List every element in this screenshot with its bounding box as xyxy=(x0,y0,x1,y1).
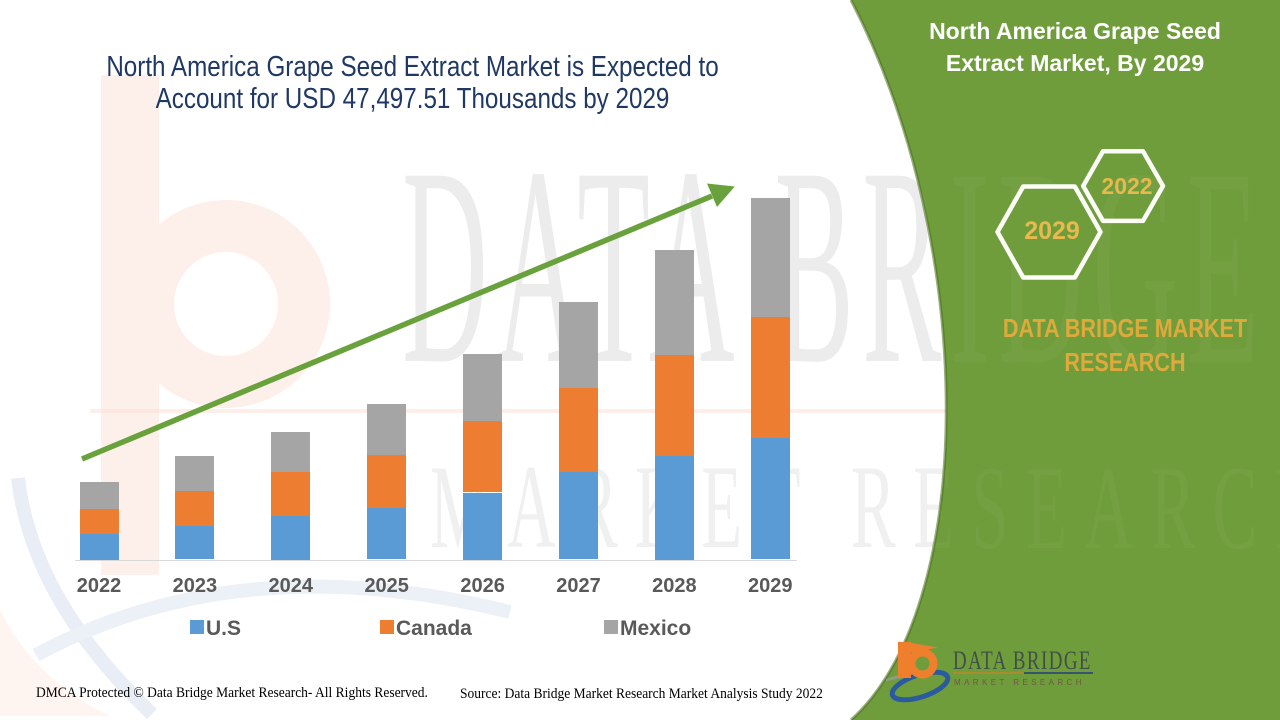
svg-text:MARKET RESEARCH: MARKET RESEARCH xyxy=(430,442,1280,575)
